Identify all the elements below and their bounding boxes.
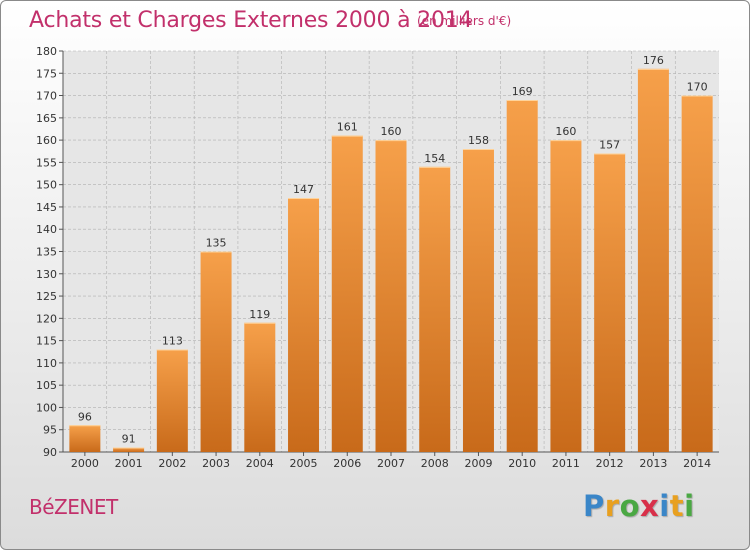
- bar: [331, 135, 363, 452]
- x-tick-label: 2002: [158, 457, 186, 470]
- data-labels: 96 91 113 135 119 147 161 160 154 158 169 160 157 176…: [78, 54, 708, 446]
- data-label: 160: [381, 125, 402, 138]
- data-label: 113: [162, 335, 183, 348]
- data-label: 157: [599, 138, 620, 151]
- y-tick-label: 130: [36, 268, 57, 281]
- logo-letter: i: [659, 489, 670, 523]
- x-tick-label: 2013: [639, 457, 667, 470]
- bars: [69, 68, 713, 453]
- data-label: 176: [643, 54, 664, 67]
- y-tick-label: 180: [36, 45, 57, 58]
- data-label: 147: [293, 183, 314, 196]
- logo-letter: o: [619, 489, 641, 523]
- logo-letter: r: [604, 489, 620, 523]
- y-tick-label: 140: [36, 223, 57, 236]
- y-tick-label: 95: [43, 424, 57, 437]
- data-label: 154: [424, 152, 445, 165]
- logo-letter: P: [583, 489, 605, 523]
- logo-letter: i: [684, 489, 695, 523]
- bar: [200, 251, 232, 452]
- x-tick-label: 2007: [377, 457, 405, 470]
- commune-name: BéZENET: [29, 495, 118, 519]
- x-tick-label: 2004: [246, 457, 274, 470]
- bar: [506, 100, 538, 452]
- bar: [462, 149, 494, 452]
- bar: [113, 447, 145, 452]
- y-tick-label: 160: [36, 134, 57, 147]
- y-tick-label: 145: [36, 201, 57, 214]
- bar: [156, 349, 188, 452]
- bar: [681, 95, 713, 453]
- y-tick-label: 175: [36, 67, 57, 80]
- bar: [594, 153, 626, 452]
- y-tick-label: 100: [36, 401, 57, 414]
- proxiti-logo[interactable]: Proxiti: [583, 489, 695, 523]
- data-label: 96: [78, 410, 92, 423]
- x-tick-label: 2003: [202, 457, 230, 470]
- y-tick-label: 120: [36, 312, 57, 325]
- chart-unit-label: (en milliers d'€): [417, 14, 512, 28]
- chart-title: Achats et Charges Externes 2000 à 2014: [29, 8, 473, 33]
- y-tick-label: 105: [36, 379, 57, 392]
- data-label: 161: [337, 121, 358, 134]
- data-label: 119: [249, 308, 270, 321]
- logo-letter: x: [640, 489, 660, 523]
- data-label: 170: [687, 81, 708, 94]
- bar: [550, 140, 582, 452]
- bar: [69, 425, 101, 452]
- x-tick-label: 2006: [333, 457, 361, 470]
- logo-letter: t: [669, 489, 685, 523]
- x-tick-label: 2008: [421, 457, 449, 470]
- y-tick-label: 165: [36, 112, 57, 125]
- y-tick-label: 125: [36, 290, 57, 303]
- y-tick-label: 110: [36, 357, 57, 370]
- data-label: 158: [468, 134, 489, 147]
- y-tick-label: 135: [36, 246, 57, 259]
- x-tick-label: 2010: [508, 457, 536, 470]
- data-label: 169: [512, 85, 533, 98]
- data-label: 160: [555, 125, 576, 138]
- x-tick-label: 2000: [71, 457, 99, 470]
- data-label: 135: [206, 237, 227, 250]
- x-tick-label: 2005: [290, 457, 318, 470]
- y-tick-label: 90: [43, 446, 57, 459]
- bar: [288, 198, 320, 452]
- y-tick-label: 115: [36, 335, 57, 348]
- tick-labels: 90 95 100 105 110 115 120 125 130 135 140 145 150 155…: [36, 45, 711, 470]
- bar: [244, 322, 276, 452]
- y-tick-label: 150: [36, 179, 57, 192]
- bar: [375, 140, 407, 452]
- y-tick-label: 170: [36, 90, 57, 103]
- x-tick-label: 2014: [683, 457, 711, 470]
- x-tick-label: 2011: [552, 457, 580, 470]
- bar: [637, 68, 669, 453]
- y-tick-label: 155: [36, 156, 57, 169]
- x-tick-label: 2001: [115, 457, 143, 470]
- x-tick-label: 2009: [464, 457, 492, 470]
- bar: [419, 166, 451, 452]
- data-label: 91: [122, 433, 136, 446]
- x-tick-label: 2012: [596, 457, 624, 470]
